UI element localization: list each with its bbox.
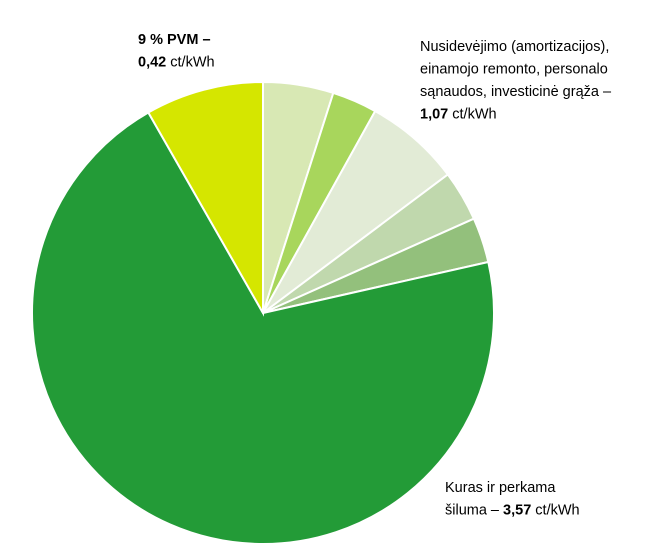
annotation-part: ct/kWh xyxy=(531,503,579,519)
annotation: 1,07 ct/kWh xyxy=(420,107,497,123)
annotation-part: 0,42 xyxy=(138,55,166,71)
annotation-part: einamojo remonto, personalo xyxy=(420,62,608,78)
annotation: Kuras ir perkama xyxy=(445,480,556,496)
annotation-part: 9 % PVM – xyxy=(138,32,211,48)
annotation-part: 1,07 xyxy=(420,107,448,123)
annotation: Nusidevėjimo (amortizacijos), xyxy=(420,39,609,55)
pie-slice xyxy=(146,80,264,317)
annotation-part: ct/kWh xyxy=(166,55,214,71)
annotation-part: sąnaudos, investicinė grąža – xyxy=(420,84,612,100)
annotation: 9 % PVM – xyxy=(138,32,211,48)
annotation: 0,42 ct/kWh xyxy=(138,55,215,71)
annotation-part: Kuras ir perkama xyxy=(445,480,556,496)
annotation-part: ct/kWh xyxy=(448,107,496,123)
annotation: sąnaudos, investicinė grąža – xyxy=(420,84,612,100)
annotation: šiluma – 3,57 ct/kWh xyxy=(445,503,580,519)
annotation: einamojo remonto, personalo xyxy=(420,62,608,78)
annotation-part: Nusidevėjimo (amortizacijos), xyxy=(420,39,609,55)
pie-slice xyxy=(31,111,495,545)
annotation-part: 3,57 xyxy=(503,503,531,519)
annotation-part: šiluma – xyxy=(445,503,503,519)
